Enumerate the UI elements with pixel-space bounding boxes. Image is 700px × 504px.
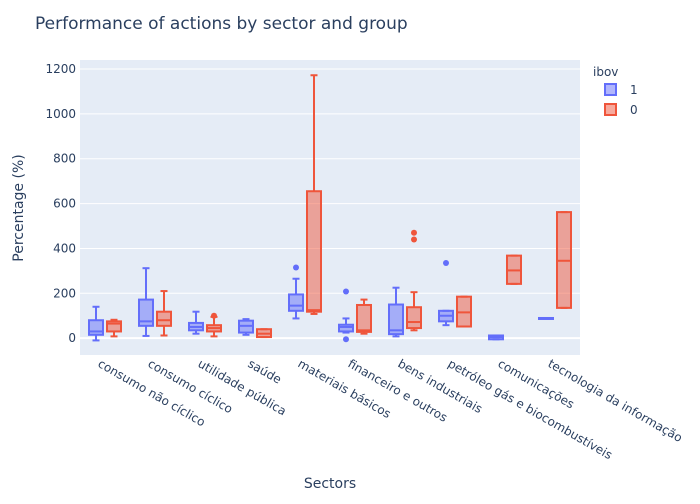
outlier-point bbox=[443, 260, 449, 267]
y-tick-label: 200 bbox=[53, 286, 76, 300]
y-tick-label: 400 bbox=[53, 241, 76, 255]
box-0-4 bbox=[306, 74, 322, 315]
box-0-2 bbox=[206, 312, 222, 338]
box-iqr bbox=[388, 303, 404, 336]
box-1-9 bbox=[538, 316, 554, 320]
box-0-6 bbox=[406, 229, 422, 332]
y-tick-label: 800 bbox=[53, 152, 76, 166]
chart-title: Performance of actions by sector and gro… bbox=[35, 14, 408, 34]
plot-area bbox=[80, 60, 580, 355]
box-iqr bbox=[156, 310, 172, 327]
box-iqr bbox=[88, 319, 104, 336]
legend-item-0[interactable]: 0 bbox=[604, 103, 638, 117]
outlier-point bbox=[411, 229, 417, 236]
y-tick-label: 600 bbox=[53, 197, 76, 211]
box-1-8 bbox=[488, 334, 504, 341]
box-0-0 bbox=[106, 318, 122, 338]
box-1-7 bbox=[438, 260, 454, 327]
box-iqr bbox=[356, 303, 372, 333]
legend-title: ibov bbox=[593, 65, 618, 79]
box-1-3 bbox=[238, 318, 254, 336]
box-0-8 bbox=[506, 254, 522, 285]
boxes bbox=[88, 74, 572, 343]
box-1-0 bbox=[88, 305, 104, 342]
legend-label-1: 1 bbox=[630, 83, 638, 97]
outlier-point bbox=[343, 336, 349, 343]
y-tick-label: 1200 bbox=[45, 62, 76, 76]
box-iqr bbox=[106, 320, 122, 333]
x-tick-label: saúde bbox=[246, 356, 284, 386]
outlier-point bbox=[343, 288, 349, 295]
box-iqr bbox=[288, 293, 304, 312]
y-tick-label: 1000 bbox=[45, 107, 76, 121]
outlier-point bbox=[411, 236, 417, 243]
legend-label-0: 0 bbox=[630, 103, 638, 117]
box-1-2 bbox=[188, 310, 204, 335]
box-0-5 bbox=[356, 298, 372, 335]
legend-swatch-1 bbox=[604, 83, 617, 96]
box-1-4 bbox=[288, 264, 304, 320]
box-0-7 bbox=[456, 295, 472, 328]
y-axis-title: Percentage (%) bbox=[11, 154, 27, 261]
legend-item-1[interactable]: 1 bbox=[604, 83, 638, 97]
outlier-point bbox=[293, 264, 299, 271]
outlier-point bbox=[211, 312, 217, 319]
x-tick-label: utilidade pública bbox=[196, 356, 289, 418]
box-0-1 bbox=[156, 290, 172, 337]
box-iqr bbox=[406, 306, 422, 330]
box-1-5 bbox=[338, 288, 354, 343]
box-0-9 bbox=[556, 211, 572, 309]
box-1-1 bbox=[138, 267, 154, 337]
y-tick-labels: 0 200 400 600 800 1000 1200 bbox=[45, 62, 76, 345]
y-tick-label: 0 bbox=[68, 331, 76, 345]
x-axis-title: Sectors bbox=[304, 476, 356, 492]
legend[interactable]: ibov 1 0 bbox=[593, 65, 638, 117]
x-tick-label: materiais básicos bbox=[296, 356, 394, 421]
box-0-3 bbox=[256, 328, 272, 339]
box-iqr bbox=[338, 323, 354, 333]
box-iqr bbox=[306, 190, 322, 313]
legend-swatch-0 bbox=[604, 103, 617, 116]
box-1-6 bbox=[388, 286, 404, 338]
box-iqr bbox=[138, 298, 154, 327]
